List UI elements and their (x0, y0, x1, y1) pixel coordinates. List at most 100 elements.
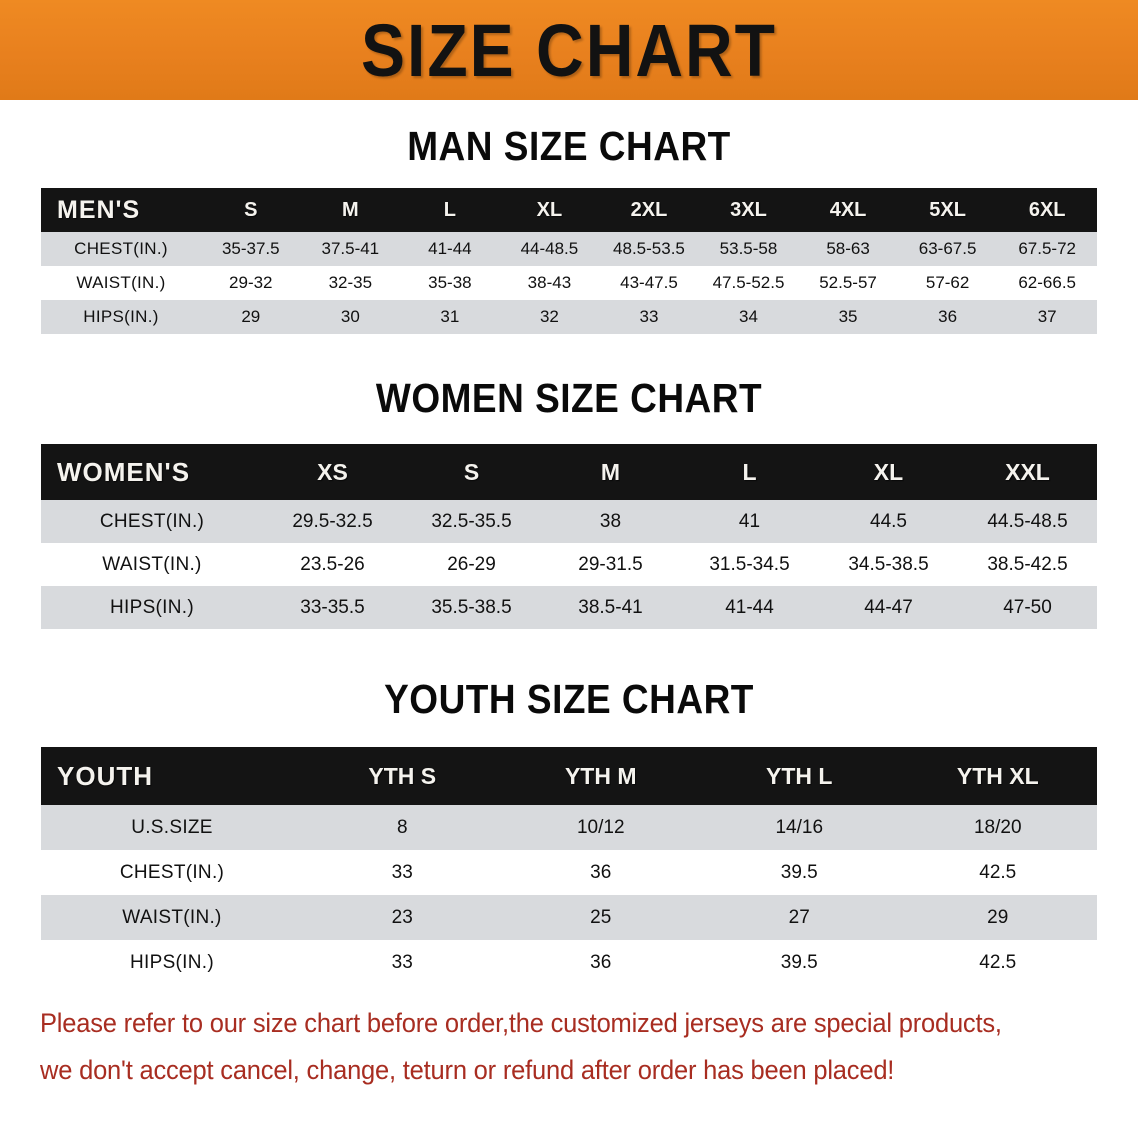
man-row-label-chest: CHEST(IN.) (74, 239, 168, 258)
man-col-header-m: M (341, 198, 359, 221)
women-hips-xs: 33-35.5 (300, 596, 365, 618)
man-size-table: MEN'S S M L XL 2XL 3XL 4XL 5XL 6XL CHEST… (41, 188, 1097, 334)
youth-row-label-waist: WAIST(IN.) (122, 906, 222, 928)
women-col-header-m: M (600, 458, 621, 485)
man-waist-4xl: 52.5-57 (819, 273, 877, 292)
man-waist-5xl: 57-62 (925, 273, 970, 292)
women-chest-xxl: 44.5-48.5 (987, 510, 1068, 532)
man-chest-2xl: 48.5-53.5 (613, 239, 685, 258)
man-header-row: MEN'S S M L XL 2XL 3XL 4XL 5XL 6XL (41, 188, 1097, 232)
women-row-label-waist: WAIST(IN.) (102, 553, 202, 575)
youth-chest-m: 36 (590, 861, 612, 883)
women-chest-xs: 29.5-32.5 (292, 510, 373, 532)
women-waist-xs: 23.5-26 (300, 553, 365, 575)
table-row: WAIST(IN.) 29-32 32-35 35-38 38-43 43-47… (41, 266, 1097, 300)
man-chest-3xl: 53.5-58 (719, 239, 778, 258)
man-waist-xl: 38-43 (527, 273, 572, 292)
youth-header-row: YOUTH YTH S YTH M YTH L YTH XL (41, 747, 1097, 805)
man-corner-label: MEN'S (57, 195, 141, 224)
youth-hips-xl: 42.5 (979, 951, 1017, 973)
man-chest-s: 35-37.5 (221, 239, 280, 258)
order-policy-note: Please refer to our size chart before or… (40, 1000, 1098, 1093)
table-row: HIPS(IN.) 29 30 31 32 33 34 35 36 37 (41, 300, 1097, 334)
man-row-label-waist: WAIST(IN.) (76, 273, 166, 292)
youth-chest-s: 33 (391, 861, 413, 883)
women-corner-label: WOMEN'S (57, 456, 191, 487)
man-col-header-6xl: 6XL (1028, 198, 1066, 221)
man-col-header-3xl: 3XL (730, 198, 767, 221)
women-col-header-xs: XS (317, 458, 348, 485)
youth-hips-m: 36 (590, 951, 612, 973)
man-col-header-xl: XL (536, 198, 563, 221)
women-header-row: WOMEN'S XS S M L XL XXL (41, 444, 1097, 500)
women-row-label-hips: HIPS(IN.) (110, 596, 194, 618)
table-row: HIPS(IN.) 33-35.5 35.5-38.5 38.5-41 41-4… (41, 586, 1097, 629)
table-row: HIPS(IN.) 33 36 39.5 42.5 (41, 940, 1097, 985)
women-section-title: WOMEN SIZE CHART (375, 375, 763, 421)
youth-ussize-xl: 18/20 (973, 816, 1022, 838)
women-chest-xl: 44.5 (870, 510, 907, 532)
table-row: CHEST(IN.) 35-37.5 37.5-41 41-44 44-48.5… (41, 232, 1097, 266)
women-waist-l: 31.5-34.5 (709, 553, 790, 575)
man-size-table-wrap: MEN'S S M L XL 2XL 3XL 4XL 5XL 6XL CHEST… (41, 188, 1097, 334)
man-table-head: MEN'S S M L XL 2XL 3XL 4XL 5XL 6XL (41, 188, 1097, 232)
youth-corner-label: YOUTH (57, 760, 153, 791)
man-hips-4xl: 35 (838, 307, 858, 326)
man-row-label-hips: HIPS(IN.) (83, 307, 159, 326)
women-size-table-wrap: WOMEN'S XS S M L XL XXL CHEST(IN.) 29.5-… (41, 444, 1097, 629)
man-chest-l: 41-44 (428, 239, 472, 258)
youth-col-header-s: YTH S (368, 762, 437, 789)
women-hips-m: 38.5-41 (578, 596, 643, 618)
man-hips-2xl: 33 (639, 307, 659, 326)
women-size-table: WOMEN'S XS S M L XL XXL CHEST(IN.) 29.5-… (41, 444, 1097, 629)
man-col-header-5xl: 5XL (929, 198, 966, 221)
man-waist-l: 35-38 (428, 273, 472, 292)
man-waist-6xl: 62-66.5 (1018, 273, 1077, 292)
man-chest-4xl: 58-63 (826, 239, 870, 258)
man-waist-m: 32-35 (328, 273, 373, 292)
youth-waist-m: 25 (590, 906, 612, 928)
youth-size-table-wrap: YOUTH YTH S YTH M YTH L YTH XL U.S.SIZE … (41, 747, 1097, 985)
women-hips-xxl: 47-50 (1003, 596, 1052, 618)
youth-waist-s: 23 (391, 906, 413, 928)
table-row: WAIST(IN.) 23.5-26 26-29 29-31.5 31.5-34… (41, 543, 1097, 586)
man-waist-2xl: 43-47.5 (620, 273, 678, 292)
order-policy-note-line-2: we don't accept cancel, change, teturn o… (40, 1055, 895, 1086)
youth-ussize-l: 14/16 (775, 816, 824, 838)
man-hips-m: 30 (340, 307, 360, 326)
women-waist-m: 29-31.5 (578, 553, 643, 575)
women-hips-xl: 44-47 (864, 596, 913, 618)
youth-table-head: YOUTH YTH S YTH M YTH L YTH XL (41, 747, 1097, 805)
women-hips-l: 41-44 (725, 596, 774, 618)
youth-col-header-l: YTH L (766, 762, 833, 789)
youth-row-label-chest: CHEST(IN.) (119, 861, 225, 883)
man-table-body: CHEST(IN.) 35-37.5 37.5-41 41-44 44-48.5… (41, 232, 1097, 334)
youth-waist-xl: 29 (987, 906, 1009, 928)
women-waist-xl: 34.5-38.5 (848, 553, 929, 575)
man-hips-3xl: 34 (739, 307, 758, 326)
table-row: CHEST(IN.) 33 36 39.5 42.5 (41, 850, 1097, 895)
youth-row-label-hips: HIPS(IN.) (130, 951, 214, 973)
order-policy-note-line-1: Please refer to our size chart before or… (40, 1008, 1002, 1039)
man-chest-6xl: 67.5-72 (1018, 239, 1077, 258)
man-hips-5xl: 36 (938, 307, 958, 326)
man-chest-m: 37.5-41 (321, 239, 380, 258)
youth-col-header-m: YTH M (564, 762, 637, 789)
youth-waist-l: 27 (788, 906, 810, 928)
youth-chest-xl: 42.5 (979, 861, 1017, 883)
women-chest-s: 32.5-35.5 (431, 510, 512, 532)
man-chest-xl: 44-48.5 (520, 239, 579, 258)
women-col-header-xxl: XXL (1005, 458, 1050, 485)
women-table-body: CHEST(IN.) 29.5-32.5 32.5-35.5 38 41 44.… (41, 500, 1097, 629)
youth-size-table: YOUTH YTH S YTH M YTH L YTH XL U.S.SIZE … (41, 747, 1097, 985)
man-col-header-l: L (443, 198, 456, 221)
women-waist-xxl: 38.5-42.5 (987, 553, 1068, 575)
women-table-head: WOMEN'S XS S M L XL XXL (41, 444, 1097, 500)
table-row: U.S.SIZE 8 10/12 14/16 18/20 (41, 805, 1097, 850)
man-hips-s: 29 (241, 307, 261, 326)
man-waist-3xl: 47.5-52.5 (712, 273, 785, 292)
youth-row-label-ussize: U.S.SIZE (131, 816, 213, 838)
women-hips-s: 35.5-38.5 (431, 596, 512, 618)
women-chest-m: 38 (599, 510, 622, 532)
man-chest-5xl: 63-67.5 (918, 239, 977, 258)
